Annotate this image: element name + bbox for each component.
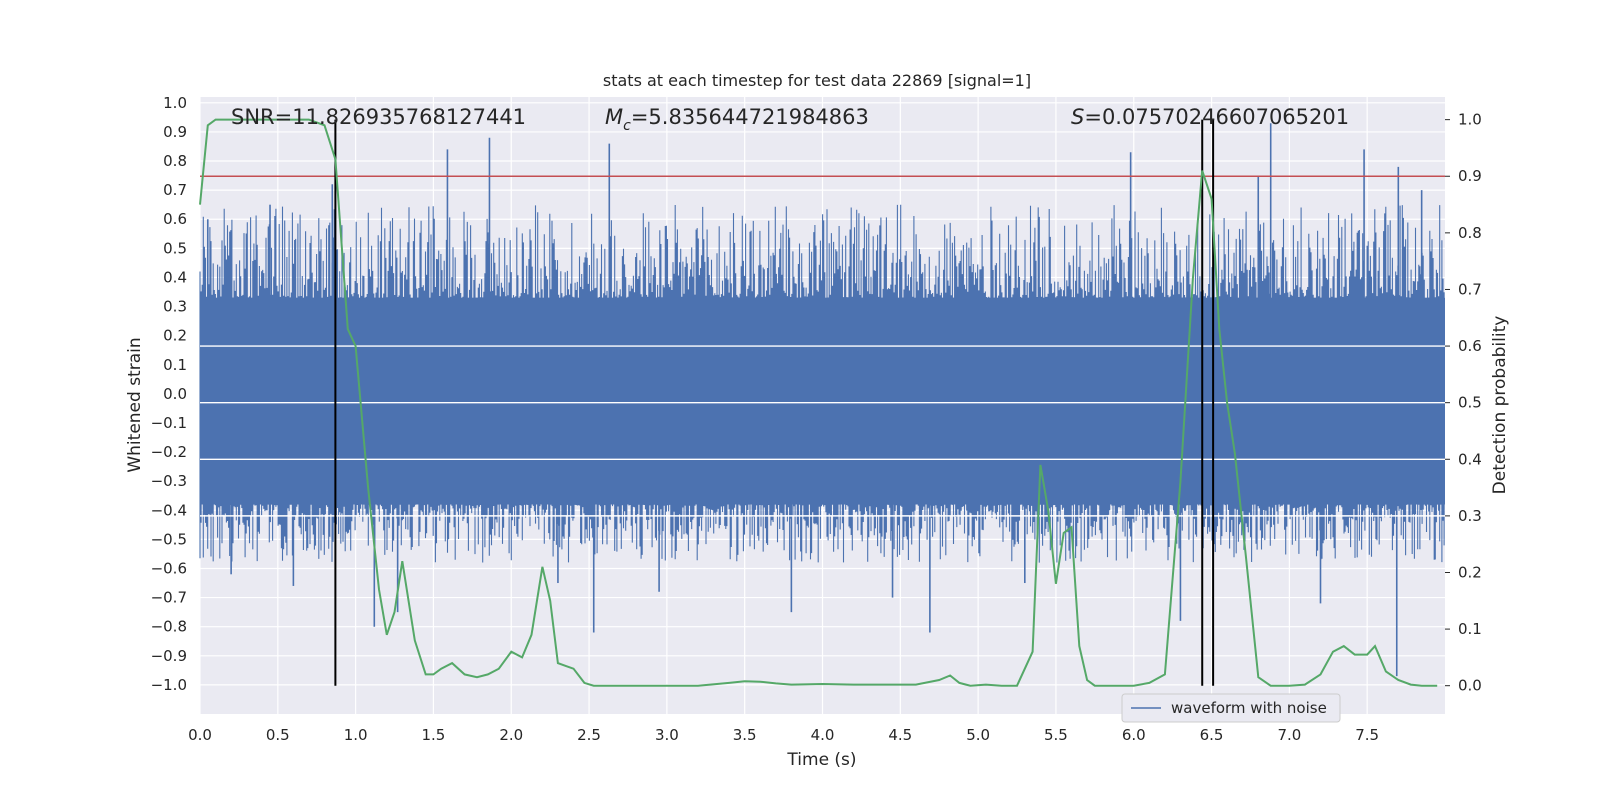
y-tick-label: −1.0	[151, 676, 187, 694]
y2-tick-label: 1.0	[1458, 111, 1482, 129]
y-tick-label: −0.6	[151, 559, 187, 577]
y2-tick-label: 0.0	[1458, 677, 1482, 695]
chart-title: stats at each timestep for test data 228…	[603, 71, 1031, 90]
x-axis-label: Time (s)	[786, 750, 856, 770]
y-tick-label: 0.9	[163, 123, 187, 141]
x-tick-label: 2.5	[577, 726, 601, 744]
snr-annotation: SNR=11.826935768127441	[231, 105, 526, 129]
y-tick-label: −0.5	[151, 530, 187, 548]
detection-probability-series	[199, 118, 1438, 687]
y-tick-label: 1.0	[163, 94, 187, 112]
x-tick-label: 1.0	[344, 726, 368, 744]
chirp-mass-subscript: c	[623, 118, 631, 134]
y2-tick-label: 0.8	[1458, 224, 1482, 242]
x-tick-label: 2.0	[499, 726, 523, 744]
detection-probability-line	[199, 118, 1438, 687]
y-tick-label: 0.6	[163, 210, 187, 228]
x-tick-label: 4.0	[811, 726, 835, 744]
chirp-mass-annotation: Mc=5.835644721984863	[605, 105, 869, 134]
y2-gridlines	[200, 345, 1445, 517]
y-tick-label: 0.0	[163, 385, 187, 403]
x-tick-label: 3.0	[655, 726, 679, 744]
s-annotation: S=0.07570246607065201	[1071, 105, 1349, 129]
y-tick-label: −0.7	[151, 589, 187, 607]
y-tick-label: −0.8	[151, 618, 187, 636]
x-tick-label: 7.5	[1355, 726, 1379, 744]
y-ticks: 1.0 0.9 0.8 0.7 0.6 0.5 0.4 0.3 0.2 0.1 0.0 −0.1 −0.…	[151, 94, 187, 694]
x-tick-label: 3.5	[733, 726, 757, 744]
y-tick-label: −0.9	[151, 647, 187, 665]
y2-tick-label: 0.7	[1458, 280, 1482, 298]
x-tick-label: 0.0	[188, 726, 212, 744]
legend-label: waveform with noise	[1171, 699, 1327, 717]
y2-tick-label: 0.2	[1458, 563, 1482, 581]
y-tick-label: −0.1	[151, 414, 187, 432]
y-tick-label: −0.2	[151, 443, 187, 461]
x-tick-label: 6.5	[1200, 726, 1224, 744]
y-tick-label: 0.4	[163, 268, 187, 286]
x-tick-label: 5.0	[966, 726, 990, 744]
y-tick-label: 0.7	[163, 181, 187, 199]
y2-tick-label: 0.9	[1458, 167, 1482, 185]
legend: waveform with noise	[1121, 693, 1341, 723]
y2-tick-label: 0.5	[1458, 394, 1482, 412]
x-tick-label: 7.0	[1277, 726, 1301, 744]
legend-box	[1121, 693, 1341, 723]
x-tick-label: 6.0	[1122, 726, 1146, 744]
y-tick-label: −0.3	[151, 472, 187, 490]
y2-tick-label: 0.3	[1458, 507, 1482, 525]
x-ticks: 0.0 0.5 1.0 1.5 2.0 2.5 3.0 3.5 4.0 4.5 5.0 5.5 6.0 6…	[188, 726, 1379, 744]
x-tick-label: 4.5	[888, 726, 912, 744]
x-tick-label: 0.5	[266, 726, 290, 744]
x-tick-label: 5.5	[1044, 726, 1068, 744]
y-tick-label: 0.3	[163, 298, 187, 316]
y-tick-label: 0.1	[163, 356, 187, 374]
y2-axis-label: Detection probability	[1490, 316, 1510, 495]
chirp-mass-symbol: M	[605, 105, 623, 129]
y-tick-label: 0.2	[163, 327, 187, 345]
y-tick-label: −0.4	[151, 501, 187, 519]
y2-ticks: 1.0 0.9 0.8 0.7 0.6 0.5 0.4 0.3 0.2 0.1 0.0	[1445, 111, 1482, 695]
x-tick-label: 1.5	[422, 726, 446, 744]
y2-tick-label: 0.6	[1458, 337, 1482, 355]
s-value: =0.07570246607065201	[1084, 105, 1349, 129]
y2-tick-label: 0.4	[1458, 450, 1482, 468]
y-tick-label: 0.5	[163, 239, 187, 257]
y2-tick-label: 0.1	[1458, 620, 1482, 638]
chirp-mass-value: =5.835644721984863	[631, 105, 869, 129]
s-symbol: S	[1071, 105, 1084, 129]
y-tick-label: 0.8	[163, 152, 187, 170]
y-axis-label: Whitened strain	[125, 337, 145, 472]
